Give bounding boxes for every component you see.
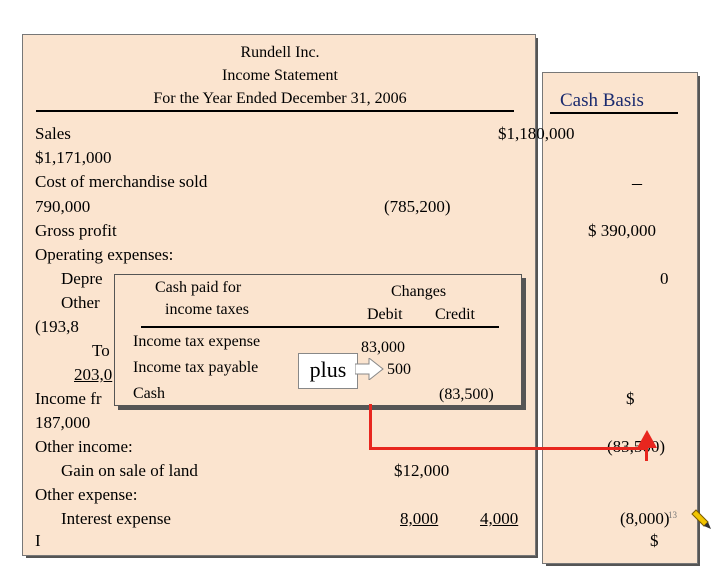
total-value: 203,0 (74, 365, 113, 384)
cogs-accrual: 790,000 (35, 197, 91, 216)
sales-accrual: $1,180,000 (498, 124, 575, 143)
statement-period: For the Year Ended December 31, 2006 (153, 90, 407, 107)
depreciation-label: Depre (61, 269, 103, 288)
other-expenses-label: Other (61, 293, 100, 312)
popup-title-line1: Cash paid for (155, 279, 242, 296)
flow-arrowhead-icon (637, 430, 657, 448)
interest-expense-accrual: 8,000 (400, 509, 439, 528)
slide-number: 13 (668, 510, 677, 520)
popup-row3-value: (83,500) (439, 386, 494, 403)
plus-arrow-icon (355, 358, 384, 380)
cutoff-cash-symbol: $ (650, 531, 659, 550)
interest-expense-change: 4,000 (480, 509, 519, 528)
flow-line-down (369, 404, 372, 450)
interest-expense-label: Interest expense (61, 509, 171, 528)
gross-profit-cash: $ 390,000 (588, 221, 656, 240)
sales-label: Sales (35, 124, 71, 143)
header-underline (36, 110, 514, 112)
cash-basis-underline (550, 112, 678, 114)
company-name: Rundell Inc. (240, 44, 320, 61)
popup-row2-value: 500 (387, 361, 411, 378)
flow-line-across (369, 447, 647, 450)
cash-basis-title: Cash Basis (560, 90, 644, 111)
income-from-ops-label: Income fr (35, 389, 102, 408)
pencil-icon[interactable] (690, 508, 712, 530)
popup-title-line2: income taxes (165, 301, 249, 318)
cash-basis-panel (542, 72, 698, 564)
other-expenses-value: (193,8 (35, 317, 79, 336)
sales-cash: $1,171,000 (35, 148, 112, 167)
popup-row1-label: Income tax expense (133, 333, 261, 350)
total-label: To (92, 341, 110, 360)
cutoff-label: I (35, 531, 41, 550)
popup-header-rule (141, 326, 499, 328)
popup-changes-header: Changes (391, 283, 447, 300)
operating-expenses-label: Operating expenses: (35, 245, 174, 264)
income-from-ops-value: 187,000 (35, 413, 91, 432)
gain-on-land-label: Gain on sale of land (61, 461, 198, 480)
other-income-label: Other income: (35, 437, 133, 456)
interest-expense-cash: (8,000) (620, 509, 670, 528)
statement-title: Income Statement (222, 67, 338, 84)
cogs-cash-dash: – (632, 172, 642, 194)
depreciation-cash: 0 (660, 269, 669, 288)
popup-debit-header: Debit (367, 306, 403, 323)
popup-row1-value: 83,000 (361, 339, 405, 356)
cogs-label: Cost of merchandise sold (35, 172, 208, 191)
income-from-ops-cash-symbol: $ (626, 389, 635, 408)
flow-line-up (645, 447, 648, 461)
popup-row2-label: Income tax payable (133, 359, 259, 376)
other-expense-label: Other expense: (35, 485, 138, 504)
popup-credit-header: Credit (435, 306, 475, 323)
popup-row3-label: Cash (133, 385, 165, 402)
gross-profit-label: Gross profit (35, 221, 117, 240)
cogs-change: (785,200) (384, 197, 451, 216)
plus-callout: plus (298, 353, 358, 389)
gain-on-land-value: $12,000 (394, 461, 450, 480)
